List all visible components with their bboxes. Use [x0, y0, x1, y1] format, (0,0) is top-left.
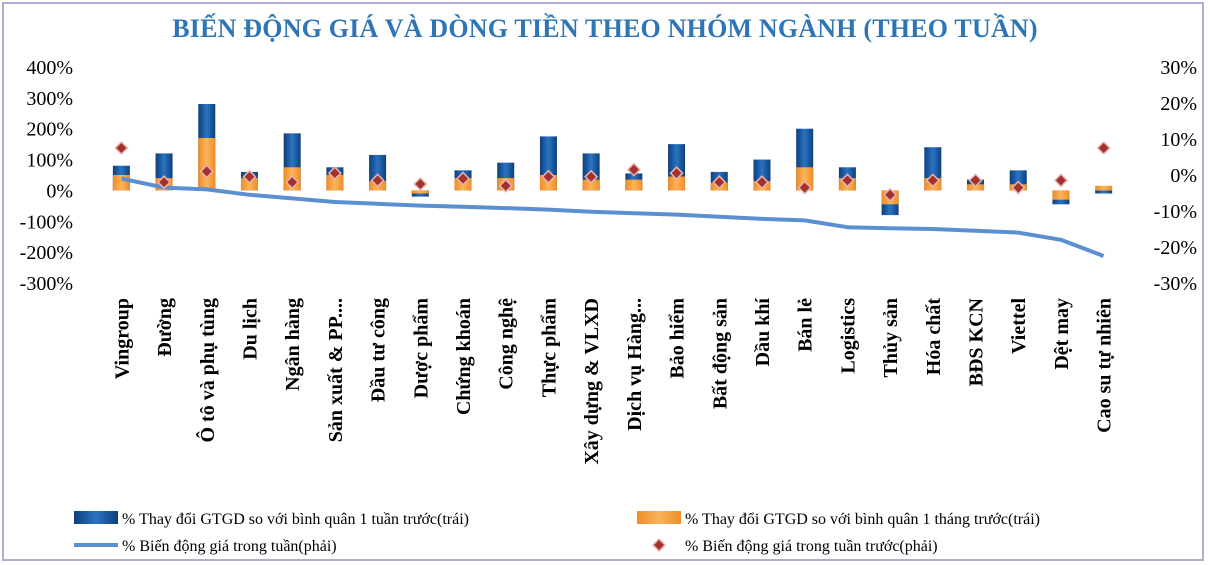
line-series — [120, 176, 1105, 258]
right-axis-tick-label: 20% — [1160, 93, 1197, 115]
category-label: Cao su tự nhiên — [1094, 298, 1116, 433]
prev-week-marker — [797, 180, 812, 195]
left-axis-tick-label: 100% — [26, 150, 73, 172]
right-axis-ticks: 30% 20% 10% 0% -10% -20% -30% — [1154, 57, 1197, 295]
prev-week-marker — [840, 173, 855, 188]
prev-week-marker — [754, 175, 770, 190]
left-axis-ticks: 400% 300% 200% 100% 0% -100% -200% -300% — [20, 57, 73, 295]
left-axis-tick-label: 200% — [26, 119, 73, 141]
legend-swatch — [651, 537, 667, 553]
bar-month-change — [1095, 185, 1113, 191]
prev-week-marker — [541, 169, 556, 184]
category-label: Hóa chất — [923, 298, 945, 376]
prev-week-marker — [669, 166, 684, 181]
category-label: Đầu tư công — [368, 298, 390, 402]
category-label: Xây dựng & VLXD — [581, 298, 603, 465]
prev-week-marker — [584, 169, 599, 184]
left-axis-tick-label: -200% — [20, 242, 73, 264]
category-label: Du lịch — [239, 298, 261, 360]
bar-month-change — [625, 179, 643, 191]
right-axis-tick-label: -10% — [1154, 201, 1197, 223]
prev-week-marker — [883, 187, 898, 202]
prev-week-marker — [455, 171, 471, 186]
right-axis-tick-label: -20% — [1154, 237, 1197, 259]
category-label: Ngân hàng — [282, 298, 304, 391]
legend-label: % Thay đổi GTGD so với bình quân 1 tháng… — [685, 511, 1040, 528]
legend-label: % Biến động giá trong tuần trước(phải) — [685, 538, 938, 555]
right-axis-tick-label: 30% — [1160, 57, 1197, 79]
right-axis-tick-label: 0% — [1170, 165, 1197, 187]
category-label: Dược phẩm — [410, 298, 432, 399]
price-change-line — [120, 176, 1105, 258]
prev-week-marker — [1096, 140, 1111, 156]
bar-month-change — [240, 178, 258, 191]
category-label: Chứng khoán — [453, 298, 475, 415]
prev-week-marker — [968, 173, 983, 188]
left-axis-tick-label: -100% — [20, 211, 73, 233]
prev-week-marker — [413, 176, 428, 192]
prev-week-marker — [114, 140, 129, 156]
right-axis-tick-label: -30% — [1154, 273, 1197, 295]
prev-week-marker — [157, 175, 172, 190]
left-axis-tick-label: 0% — [46, 180, 73, 202]
bar-series — [112, 104, 1113, 216]
legend-label: % Thay đổi GTGD so với bình quân 1 tuần … — [122, 511, 469, 528]
prev-week-marker — [712, 175, 727, 190]
bar-month-change — [411, 190, 429, 194]
category-label: Đường — [154, 298, 176, 357]
bar-month-change — [326, 175, 344, 191]
bar-week-change — [1095, 190, 1113, 194]
prev-week-marker — [242, 169, 257, 184]
category-label: Sản xuất & PP.... — [325, 298, 347, 442]
prev-week-marker — [626, 162, 641, 177]
bar-month-change — [582, 179, 600, 191]
category-label: Ô tô và phụ tùng — [195, 298, 219, 443]
category-label: Công nghệ — [496, 298, 518, 390]
bar-month-change — [796, 167, 814, 191]
category-label: Thực phẩm — [538, 298, 560, 398]
legend: % Thay đổi GTGD so với bình quân 1 tuần … — [74, 511, 1040, 555]
bar-month-change — [668, 176, 686, 191]
prev-week-marker — [1053, 173, 1068, 188]
bar-month-change — [1052, 190, 1070, 200]
prev-week-marker — [327, 166, 342, 181]
left-axis-tick-label: -300% — [20, 273, 73, 295]
category-label: Dịch vụ Hàng... — [624, 298, 646, 431]
category-label: BĐS KCN — [966, 297, 988, 386]
category-label: Logistics — [837, 298, 859, 374]
prev-week-marker — [199, 164, 214, 179]
left-axis-tick-label: 300% — [26, 88, 73, 110]
left-axis-tick-label: 400% — [26, 57, 73, 79]
category-label: Vingroup — [111, 298, 133, 379]
category-label: Dầu khí — [752, 298, 774, 367]
category-label: Bảo hiểm — [667, 298, 689, 379]
category-label: Bán lẻ — [795, 298, 817, 352]
category-label: Bất động sản — [709, 298, 731, 409]
category-label: Viettel — [1008, 298, 1030, 354]
category-label: Dệt may — [1051, 298, 1073, 370]
prev-week-marker — [1011, 180, 1026, 195]
legend-swatch — [637, 511, 681, 524]
bar-month-change — [198, 137, 216, 191]
right-axis-tick-label: 10% — [1160, 129, 1197, 151]
legend-label: % Biến động giá trong tuần(phải) — [122, 538, 337, 555]
category-label: Thủy sản — [880, 298, 902, 378]
prev-week-marker — [925, 173, 940, 188]
marker-series — [114, 140, 1111, 202]
bar-month-change — [112, 175, 130, 191]
legend-swatch — [74, 511, 118, 524]
chart-title: BIẾN ĐỘNG GIÁ VÀ DÒNG TIỀN THEO NHÓM NGÀ… — [172, 14, 1038, 43]
category-labels: Vingroup Đường Ô tô và phụ tùng Du lịch Ngân… — [111, 297, 1115, 464]
prev-week-marker — [285, 175, 300, 190]
prev-week-marker — [498, 178, 513, 193]
prev-week-marker — [370, 173, 385, 188]
